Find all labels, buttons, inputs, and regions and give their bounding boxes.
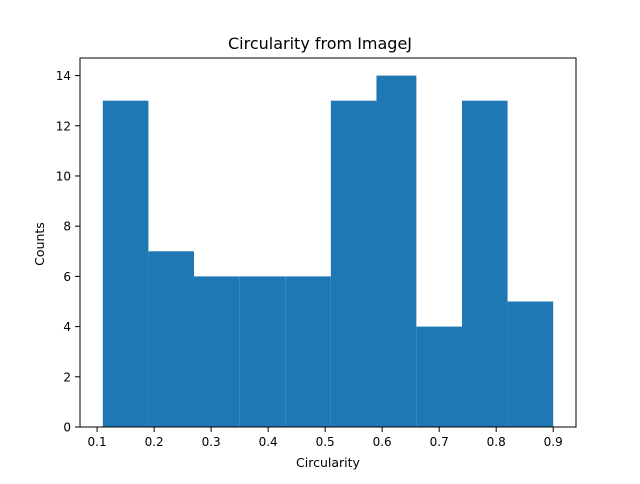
histogram-bar	[285, 276, 331, 427]
x-tick-label: 0.1	[88, 435, 107, 449]
x-axis-label: Circularity	[296, 455, 361, 470]
histogram-bar	[507, 301, 554, 427]
axes-layer	[79, 57, 577, 428]
histogram-bar	[194, 276, 240, 427]
y-tick-label: 12	[56, 119, 71, 133]
bars-layer	[102, 75, 554, 428]
histogram-bar	[148, 251, 195, 427]
histogram-bar	[102, 100, 149, 428]
y-tick-label: 8	[63, 220, 71, 234]
histogram-bar	[461, 100, 508, 428]
x-ticks: 0.1 0.2 0.3 0.4 0.5 0.6 0.7 0.8 0.9	[88, 427, 563, 449]
x-tick-label: 0.2	[145, 435, 164, 449]
x-tick-label: 0.7	[430, 435, 449, 449]
x-tick-label: 0.4	[259, 435, 278, 449]
plot-frame	[79, 57, 577, 428]
histogram-bar	[416, 326, 462, 427]
y-tick-label: 6	[63, 270, 71, 284]
x-tick-label: 0.3	[202, 435, 221, 449]
x-tick-label: 0.6	[373, 435, 392, 449]
y-axis-label: Counts	[32, 222, 47, 266]
y-tick-label: 0	[63, 421, 71, 435]
y-ticks: 0 2 4 6 8 10 12 14	[56, 69, 80, 435]
histogram-bar	[239, 276, 286, 427]
histogram-bar	[330, 100, 377, 428]
y-tick-label: 14	[56, 69, 71, 83]
histogram-bar	[376, 75, 417, 427]
x-tick-label: 0.5	[316, 435, 335, 449]
x-tick-label: 0.9	[544, 435, 563, 449]
y-tick-label: 10	[56, 169, 71, 183]
y-tick-label: 4	[63, 320, 71, 334]
y-tick-label: 2	[63, 370, 71, 384]
chart-title: Circularity from ImageJ	[228, 34, 412, 53]
x-tick-label: 0.8	[487, 435, 506, 449]
